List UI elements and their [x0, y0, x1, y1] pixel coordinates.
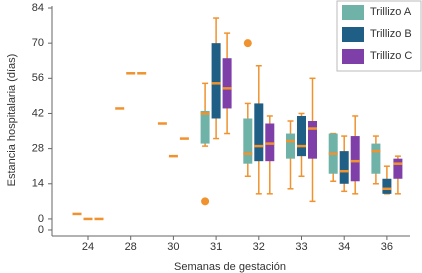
legend-swatch [342, 27, 364, 42]
x-tick-label: 31 [210, 241, 222, 253]
x-tick-label: 28 [125, 241, 137, 253]
box [393, 158, 403, 179]
x-axis-label: Semanas de gestación [174, 261, 286, 273]
box [382, 178, 392, 194]
box [297, 115, 306, 157]
box [286, 133, 295, 159]
y-tick-label: 14 [32, 178, 44, 190]
legend-label: Trillizo B [370, 28, 412, 40]
legend-swatch [342, 49, 364, 64]
box [339, 151, 349, 184]
legend-label: Trillizo A [370, 6, 412, 18]
y-tick-label: 84 [32, 2, 44, 14]
y-tick-label: 70 [32, 37, 44, 49]
box [222, 58, 232, 109]
x-tick-label: 36 [381, 241, 393, 253]
box [371, 143, 381, 174]
y-tick-label: 28 [32, 143, 44, 155]
outlier [243, 39, 252, 48]
box [200, 110, 210, 144]
legend-swatch [342, 5, 364, 20]
box [308, 121, 317, 159]
x-tick-label: 30 [167, 241, 179, 253]
y-tick-label: 0 [38, 224, 44, 236]
y-tick-label: 56 [32, 72, 44, 84]
box [350, 136, 360, 182]
box [254, 103, 264, 162]
y-tick-label: 42 [32, 107, 44, 119]
box [211, 43, 221, 119]
y-axis-label: Estancia hospitalaria (días) [6, 54, 18, 187]
x-tick-label: 24 [82, 241, 94, 253]
x-tick-label: 32 [253, 241, 265, 253]
box [265, 123, 275, 162]
box [243, 118, 253, 164]
legend-label: Trillizo C [370, 50, 412, 62]
x-tick-label: 33 [295, 241, 307, 253]
outlier [201, 197, 210, 206]
x-tick-label: 34 [338, 241, 350, 253]
y-tick-label: 0 [38, 213, 44, 225]
